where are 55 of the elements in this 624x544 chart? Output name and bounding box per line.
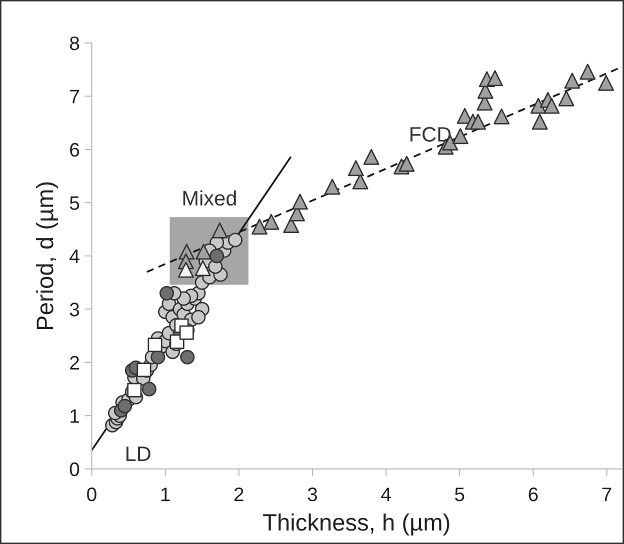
y-tick-label: 8 — [70, 36, 80, 50]
x-axis-title: Thickness, h (µm) — [263, 513, 450, 536]
point — [598, 74, 614, 91]
y-axis-title: Period, d (µm) — [36, 182, 58, 330]
point — [136, 362, 152, 378]
x-tick-label: 5 — [455, 488, 464, 502]
point — [363, 148, 380, 165]
point — [212, 222, 228, 238]
y-tick-label: 1 — [70, 409, 79, 423]
point — [252, 218, 268, 235]
point — [194, 260, 211, 276]
point — [452, 128, 468, 144]
x-tick-label: 6 — [528, 487, 538, 502]
point — [148, 338, 162, 352]
point — [564, 72, 580, 89]
point — [142, 382, 156, 396]
y-tick-label: 4 — [70, 250, 80, 263]
point — [191, 310, 206, 324]
point — [486, 70, 503, 86]
point — [530, 98, 546, 114]
point — [398, 156, 415, 172]
x-tick-label: 3 — [308, 487, 318, 502]
point — [292, 194, 308, 210]
annotation: Mixed — [183, 190, 236, 206]
x-tick-label: 1 — [161, 488, 170, 502]
point — [159, 286, 174, 301]
x-tick-label: 4 — [381, 488, 391, 502]
point — [532, 114, 548, 130]
y-tick-label: 5 — [70, 196, 80, 210]
point — [180, 350, 195, 364]
x-tick-label: 2 — [234, 487, 244, 502]
point — [544, 98, 560, 114]
point — [324, 178, 340, 195]
point — [118, 398, 132, 414]
point — [470, 114, 486, 130]
point — [196, 244, 212, 260]
y-tick-label: 3 — [70, 302, 80, 316]
point — [263, 214, 280, 230]
x-tick-label: 0 — [87, 487, 96, 502]
point — [580, 64, 596, 80]
point — [210, 248, 224, 264]
point — [494, 108, 510, 124]
annotation: LD — [126, 446, 150, 462]
point — [348, 160, 364, 176]
y-tick-label: 7 — [70, 90, 79, 104]
point — [228, 232, 242, 248]
point — [150, 350, 166, 364]
annotation: FCD — [410, 126, 451, 142]
point — [178, 262, 194, 278]
x-tick-label: 7 — [602, 488, 612, 502]
y-tick-label: 6 — [70, 142, 80, 157]
y-tick-label: 2 — [70, 356, 79, 370]
y-tick-label: 0 — [70, 462, 80, 476]
point — [558, 90, 574, 106]
point — [127, 382, 142, 398]
